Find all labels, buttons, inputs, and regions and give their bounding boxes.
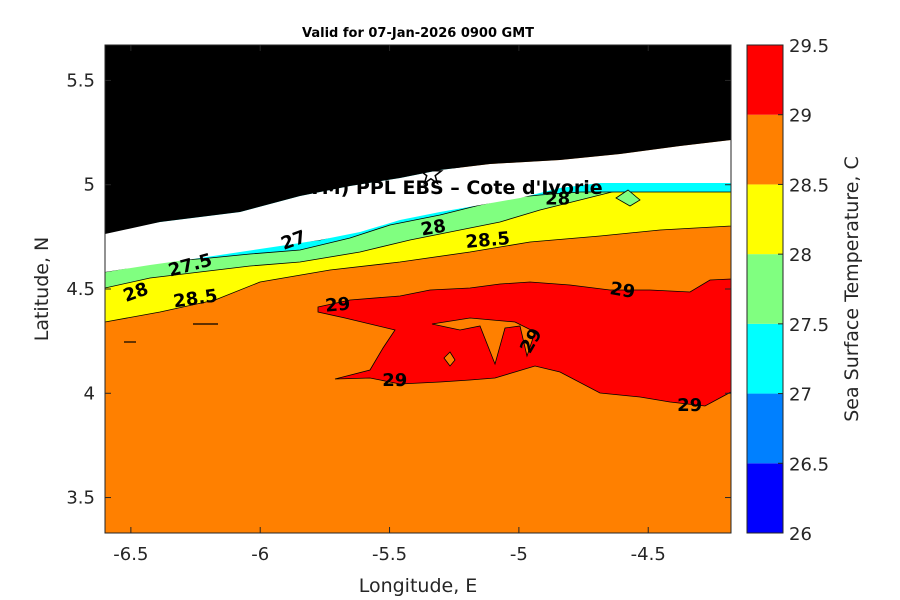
colorbar-swatch — [747, 463, 783, 533]
contour-label: 29 — [608, 278, 636, 303]
x-tick-label: -6 — [251, 544, 269, 565]
colorbar-swatch — [747, 114, 783, 185]
y-axis: 5.5 5 4.5 4 3.5 — [66, 70, 731, 509]
colorbar-swatch — [747, 184, 783, 255]
colorbar-tick-label: 29.5 — [789, 36, 829, 57]
site-overlay-text: A (ONHYM) PPL EBS – Cote d'Ivorie — [230, 177, 603, 199]
x-tick-label: -6.5 — [113, 544, 148, 565]
colorbar-swatch — [747, 393, 783, 464]
chart-title: Valid for 07-Jan-2026 0900 GMT — [302, 26, 534, 41]
x-axis: -6.5 -6 -5.5 -5 -4.5 — [113, 45, 666, 565]
sst-patch-orange — [443, 351, 456, 367]
colorbar-swatch — [747, 45, 783, 115]
contour-label: 28 — [545, 188, 570, 209]
colorbar-swatch — [747, 323, 783, 394]
contour-label: 29 — [382, 370, 407, 391]
x-axis-label: Longitude, E — [359, 575, 478, 597]
contour-label: 29 — [677, 395, 702, 416]
contour-label: 28 — [419, 216, 447, 241]
colorbar-swatch — [747, 254, 783, 324]
y-tick-label: 5.5 — [66, 70, 95, 91]
y-tick-label: 5 — [84, 175, 95, 196]
colorbar-tick-label: 26.5 — [789, 454, 829, 475]
colorbar: 29.5 29 28.5 28 27.5 27 26.5 26 — [746, 36, 829, 545]
sst-band-29-29.5 — [317, 278, 731, 407]
colorbar-tick-label: 27.5 — [789, 315, 829, 336]
colorbar-frame — [746, 44, 784, 534]
colorbar-tick-label: 29 — [789, 106, 812, 127]
y-tick-label: 4 — [84, 383, 95, 404]
x-tick-label: -5 — [510, 544, 528, 565]
y-tick-label: 4.5 — [66, 279, 95, 300]
contour-label: 29 — [324, 294, 351, 317]
sst-patch-green — [615, 189, 641, 207]
site-star-marker — [418, 161, 444, 186]
contour-label: 28.5 — [465, 228, 511, 253]
x-tick-label: -5.5 — [372, 544, 407, 565]
land-mass — [105, 45, 731, 234]
colorbar-tick-label: 28.5 — [789, 175, 829, 196]
y-tick-label: 3.5 — [66, 488, 95, 509]
colorbar-label: Sea Surface Temperature, C — [841, 156, 863, 422]
y-axis-label: Latitude, N — [31, 237, 53, 342]
colorbar-tick-label: 27 — [789, 385, 812, 406]
x-tick-label: -4.5 — [631, 544, 666, 565]
colorbar-tick-label: 28 — [789, 245, 812, 266]
coastal-no-data — [105, 140, 731, 272]
colorbar-tick-label: 26 — [789, 524, 812, 545]
